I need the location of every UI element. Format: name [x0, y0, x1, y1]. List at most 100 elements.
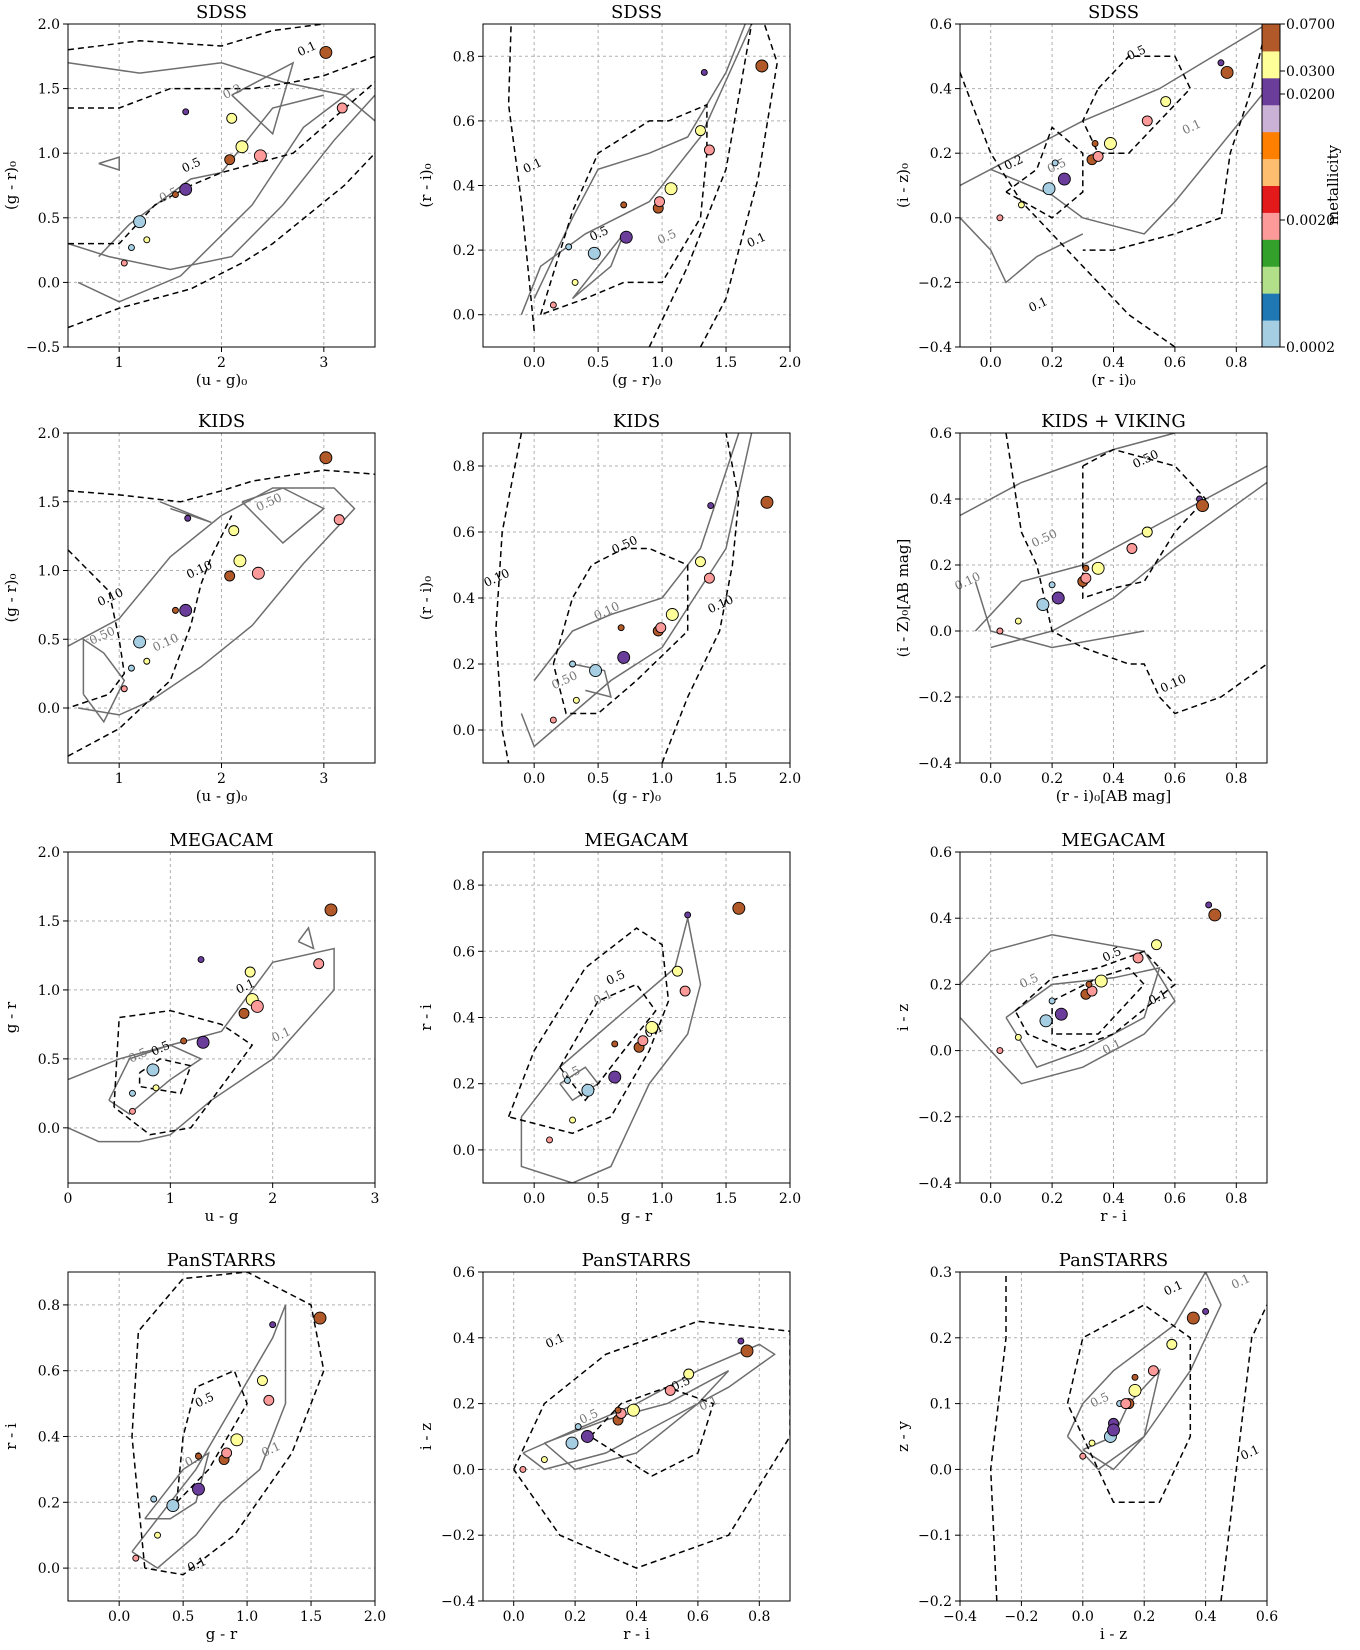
y-tick-label: 0.2 [930, 1331, 952, 1347]
x-tick-label: 1 [115, 355, 124, 371]
contour-line-solid [960, 217, 1084, 284]
data-point [120, 685, 128, 693]
points [549, 59, 769, 309]
contour-label: 0.1 [1180, 117, 1203, 138]
data-point [519, 1465, 527, 1473]
contour-label: 0.2 [220, 81, 243, 102]
data-point [665, 608, 679, 621]
contour-line-dashed [1082, 24, 1267, 251]
y-tick-label: −0.4 [441, 1594, 475, 1610]
contour-line-dashed [552, 547, 689, 715]
y-tick-label: 0.8 [453, 49, 475, 65]
x-tick-label: 2.0 [779, 355, 801, 371]
data-point [581, 1083, 595, 1097]
data-point [146, 1063, 160, 1077]
data-point [760, 495, 774, 509]
data-point [565, 243, 573, 251]
data-point [235, 140, 249, 154]
data-point [695, 125, 706, 137]
data-point [996, 1047, 1004, 1055]
contour-line-dashed [68, 24, 324, 51]
x-tick-label: 0.4 [1102, 1191, 1124, 1207]
y-tick-label: 1.0 [38, 983, 60, 999]
colorbar-frame [1261, 23, 1281, 348]
data-point [608, 1070, 622, 1084]
data-point [755, 59, 769, 73]
colorbar-segment [1262, 239, 1280, 267]
data-point [1079, 1452, 1087, 1460]
data-point [1088, 1439, 1096, 1447]
data-point [1132, 952, 1144, 964]
data-point [1092, 150, 1104, 162]
points [546, 901, 746, 1144]
data-point [182, 108, 190, 116]
data-point [565, 1436, 579, 1450]
x-tick-label: 0.0 [980, 355, 1002, 371]
contour-line-solid [1005, 966, 1161, 1069]
data-point [1205, 901, 1213, 909]
data-point [324, 903, 338, 917]
data-point [1120, 1398, 1132, 1410]
data-point [1054, 1007, 1068, 1021]
data-point [1141, 115, 1153, 127]
y-tick-label: 0.6 [453, 525, 475, 541]
data-point [549, 301, 557, 309]
data-point [572, 696, 580, 704]
colorbar-tick-label: 0.0200 [1286, 87, 1335, 103]
x-axis-label: (u - g)₀ [196, 371, 248, 389]
data-point [244, 966, 256, 978]
colorbar-segment [1262, 131, 1280, 160]
x-axis-label: (g - r)₀ [612, 371, 661, 389]
x-tick-label: 0.4 [1102, 771, 1124, 787]
data-point [253, 149, 267, 163]
contour-label: 0.5 [149, 1038, 172, 1059]
colorbar-segment [1262, 212, 1280, 240]
x-axis-label: u - g [205, 1207, 239, 1225]
data-point [654, 196, 665, 208]
data-point [1220, 65, 1234, 79]
data-point [1103, 137, 1117, 150]
contour-label: 0.50 [254, 490, 284, 514]
data-point [684, 911, 692, 919]
y-tick-label: 0.4 [930, 82, 952, 98]
contour-label: 0.10 [184, 558, 214, 582]
y-tick-label: 2.0 [38, 426, 60, 442]
x-tick-label: 0.5 [587, 771, 609, 787]
data-point [133, 215, 147, 229]
data-point [152, 1084, 160, 1092]
x-tick-label: 0.2 [1041, 1191, 1063, 1207]
points [129, 903, 338, 1115]
x-axis-label: (u - g)₀ [196, 787, 248, 805]
data-point [703, 572, 715, 584]
panel-5: 0.0 0.5 1.0 1.5 2.0 0.0 0.2 0.4 0.6 0.8 0.10 0.50 0.… [417, 411, 801, 805]
colorbar-segment [1262, 50, 1280, 79]
colorbar-tick-label: 0.0300 [1286, 64, 1335, 80]
y-tick-label: 0.5 [38, 632, 60, 648]
data-point [333, 514, 345, 526]
x-tick-label: −0.2 [1004, 1609, 1038, 1625]
x-tick-label: 2.0 [779, 771, 801, 787]
points [132, 1311, 327, 1562]
data-point [671, 965, 683, 977]
data-point [664, 1384, 676, 1396]
contour-label: 0.10 [705, 592, 735, 616]
y-tick-label: 0.6 [453, 944, 475, 960]
points [519, 1337, 754, 1473]
y-tick-label: 2.0 [38, 845, 60, 861]
y-tick-label: 1.5 [38, 914, 60, 930]
y-tick-label: 0.2 [930, 558, 952, 574]
contour-label: 0.10 [482, 566, 512, 590]
contour-line-solid [1082, 1368, 1161, 1471]
x-tick-label: 0.2 [1133, 1609, 1155, 1625]
contour-line-solid [520, 918, 702, 1183]
colorbar-segment [1262, 293, 1280, 321]
points [996, 901, 1222, 1055]
plot-frame [482, 1271, 791, 1602]
contour-line-solid [108, 1044, 203, 1115]
contour-line-dashed [495, 433, 523, 763]
panel-6: 0.0 0.2 0.4 0.6 0.8 −0.4 −0.2 0.0 0.2 0.4 0.6 0.50 0… [894, 411, 1268, 805]
y-tick-label: −0.2 [918, 1594, 952, 1610]
data-point [238, 1007, 250, 1019]
x-tick-label: 0.4 [1102, 355, 1124, 371]
contour-line-dashed [648, 24, 753, 347]
